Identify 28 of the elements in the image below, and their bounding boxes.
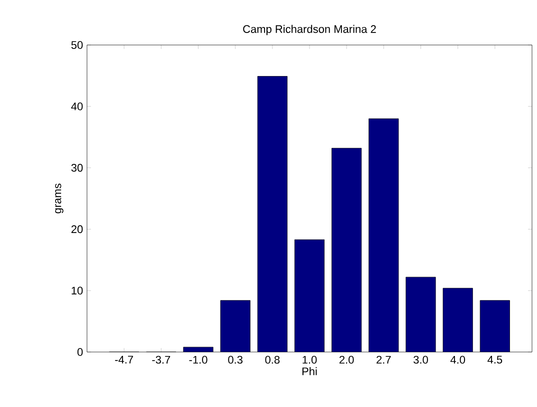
bar bbox=[220, 300, 250, 352]
x-tick-label: -3.7 bbox=[152, 356, 170, 364]
y-axis-title: grams bbox=[55, 184, 64, 214]
y-tick-label: 50 bbox=[71, 41, 83, 49]
x-tick-label: 4.5 bbox=[488, 356, 502, 364]
y-tick-label: 10 bbox=[72, 286, 83, 294]
y-tick-label: 0 bbox=[77, 348, 83, 356]
y-tick-label: 20 bbox=[71, 225, 83, 234]
bar bbox=[406, 277, 436, 352]
bar bbox=[480, 300, 510, 352]
x-tick-label: 2.0 bbox=[339, 356, 354, 364]
y-tick-label: 40 bbox=[71, 102, 83, 110]
bar bbox=[368, 118, 399, 352]
x-axis-title: Phi bbox=[302, 367, 317, 376]
y-tick-label: 30 bbox=[71, 164, 83, 172]
x-tick-label: 2.7 bbox=[376, 356, 391, 364]
bar bbox=[258, 76, 288, 352]
x-tick-label: -4.7 bbox=[115, 356, 134, 364]
chart-title: Camp Richardson Marina 2 bbox=[243, 24, 376, 36]
x-tick-label: 0.3 bbox=[228, 356, 243, 364]
x-tick-label: 3.0 bbox=[414, 356, 428, 364]
bar bbox=[294, 240, 324, 352]
x-tick-label: -1.0 bbox=[189, 356, 208, 364]
x-tick-label: 1.0 bbox=[302, 356, 317, 364]
x-tick-label: 4.0 bbox=[450, 356, 466, 364]
x-tick-label: 0.8 bbox=[265, 356, 280, 364]
bar bbox=[443, 288, 473, 352]
bar bbox=[332, 148, 362, 352]
